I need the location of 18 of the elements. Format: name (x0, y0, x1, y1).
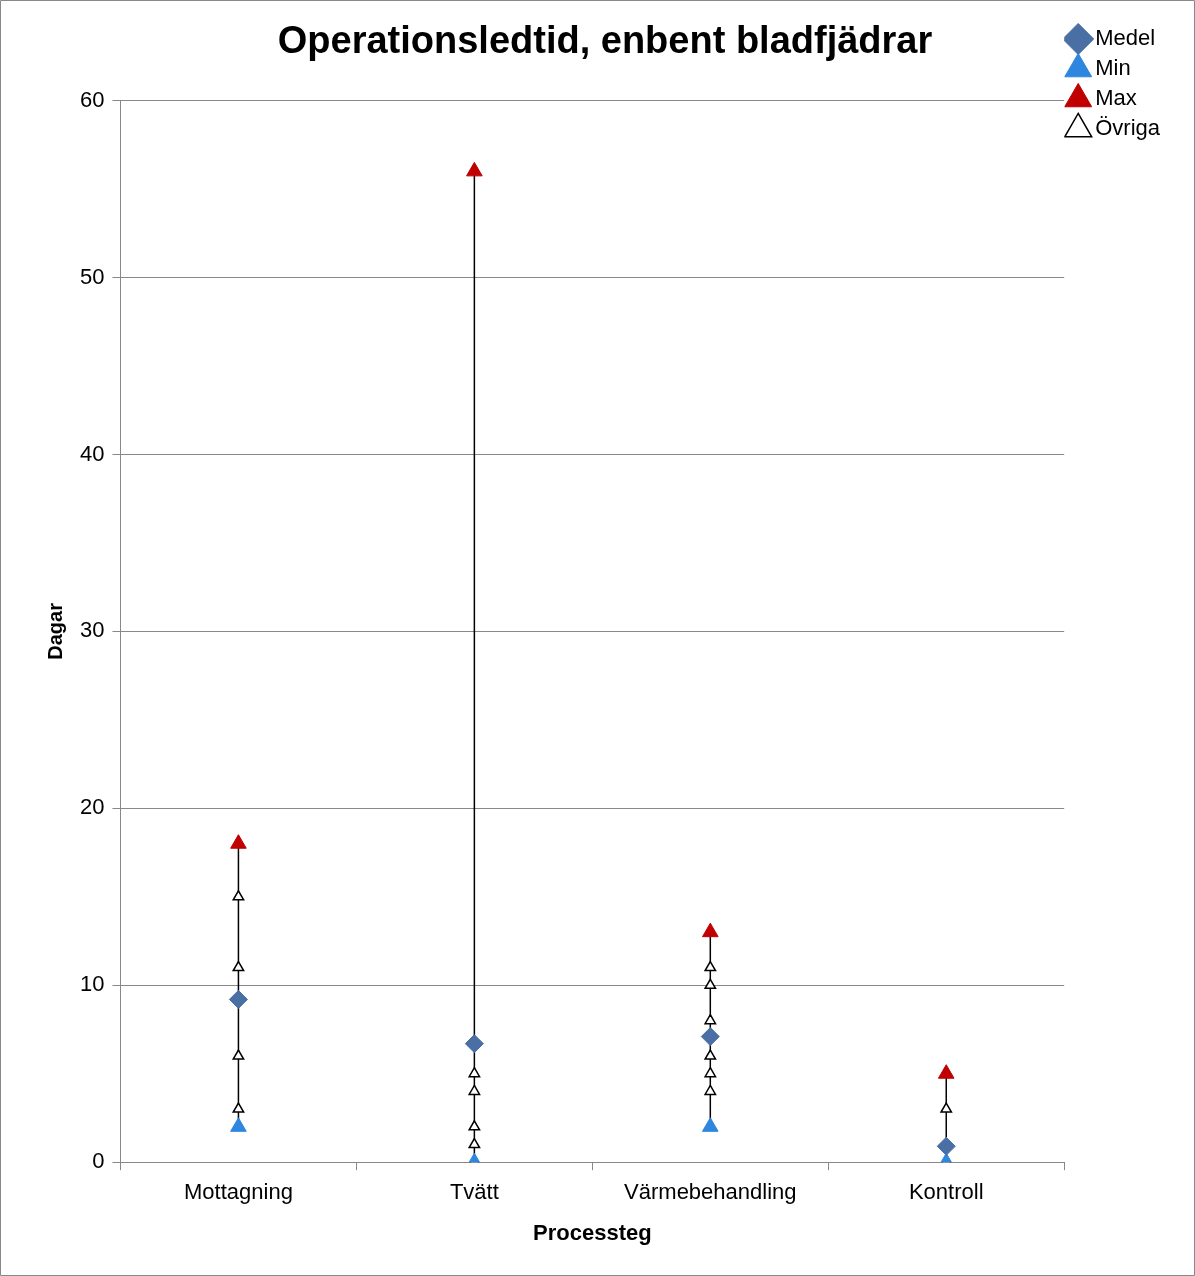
y-tick-label: 60 (79, 86, 105, 112)
x-axis-title: Processteg (533, 1219, 652, 1245)
legend-label: Max (1095, 85, 1137, 111)
x-tick-label: Kontroll (908, 1179, 984, 1205)
x-tick-label: Mottagning (184, 1179, 293, 1205)
x-tick-label: Värmebehandling (624, 1179, 797, 1205)
y-tick-label: 30 (79, 617, 105, 643)
legend-label: Min (1095, 55, 1131, 81)
chart-title: Operationsledtid, enbent bladfjädrar (277, 19, 933, 62)
y-tick-label: 50 (79, 263, 105, 289)
x-tick-label: Tvätt (449, 1179, 499, 1205)
legend-label: Medel (1095, 25, 1156, 51)
y-tick-label: 40 (79, 440, 105, 466)
legend-label: Övriga (1095, 115, 1161, 141)
y-axis-title: Dagar (43, 602, 66, 660)
y-tick-label: 20 (79, 794, 105, 820)
y-tick-label: 10 (79, 971, 105, 997)
y-tick-label: 0 (92, 1148, 105, 1174)
